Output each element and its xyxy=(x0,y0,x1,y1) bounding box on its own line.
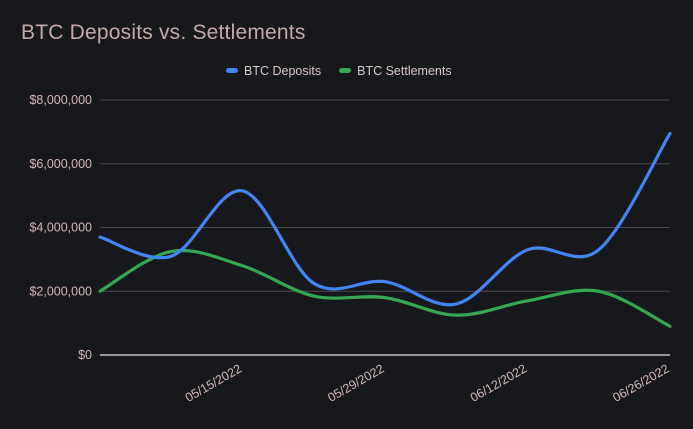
legend-item-btc-settlements[interactable]: BTC Settlements xyxy=(339,64,452,78)
x-tick-label: 06/12/2022 xyxy=(468,361,529,404)
y-tick-label: $6,000,000 xyxy=(29,157,92,171)
x-tick-label: 05/15/2022 xyxy=(183,361,244,404)
legend-swatch xyxy=(226,68,238,73)
legend-swatch xyxy=(339,68,352,73)
grid-layer xyxy=(100,99,670,356)
y-tick-label: $4,000,000 xyxy=(29,221,92,235)
y-tick-label: $8,000,000 xyxy=(29,93,92,107)
x-tick-label: 05/29/2022 xyxy=(325,361,386,404)
series-line-btc-deposits xyxy=(98,131,672,307)
chart-title: BTC Deposits vs. Settlements xyxy=(21,21,306,44)
y-tick-label: $2,000,000 xyxy=(29,284,92,298)
legend-label: BTC Deposits xyxy=(244,64,321,78)
y-axis: $0 $2,000,000 $4,000,000 $6,000,000 $8,000,0… xyxy=(29,93,92,362)
legend[interactable]: BTC Deposits BTC Settlements xyxy=(226,64,452,78)
x-axis: 05/15/2022 05/29/2022 06/12/2022 06/26/2022 xyxy=(183,361,672,404)
legend-label: BTC Settlements xyxy=(357,64,451,78)
legend-item-btc-deposits[interactable]: BTC Deposits xyxy=(226,64,321,78)
x-tick-label: 06/26/2022 xyxy=(610,361,671,404)
series-line-btc-settlements xyxy=(98,248,672,328)
y-tick-label: $0 xyxy=(78,348,92,362)
series-layer xyxy=(98,131,672,328)
